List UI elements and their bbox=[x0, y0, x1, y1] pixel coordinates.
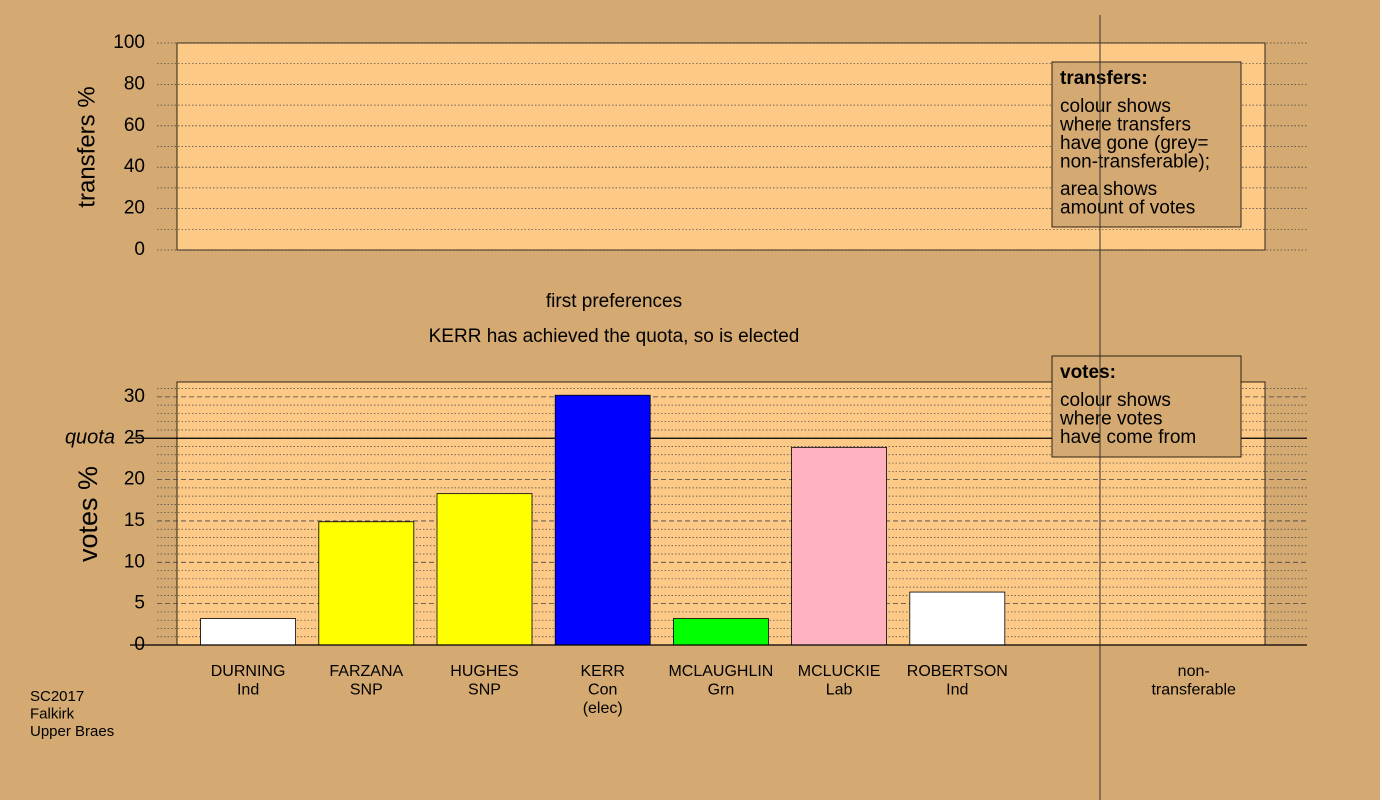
footer-text: Upper Braes bbox=[30, 723, 114, 740]
legend-text: where votes bbox=[1059, 409, 1162, 430]
x-tick-label: non- bbox=[1178, 663, 1210, 680]
footer-text: SC2017 bbox=[30, 688, 84, 705]
chart-title: first preferences bbox=[546, 291, 682, 312]
x-tick-label: MCLAUGHLIN bbox=[668, 663, 773, 680]
x-tick-label: HUGHES bbox=[450, 663, 518, 680]
bar bbox=[436, 493, 533, 646]
bar bbox=[791, 446, 887, 646]
y-tick-label: 100 bbox=[113, 32, 145, 53]
legend-title: votes: bbox=[1060, 362, 1116, 383]
y-tick-label: 0 bbox=[134, 239, 145, 260]
y-tick-label: 40 bbox=[124, 156, 145, 177]
y-tick-label: 60 bbox=[124, 115, 145, 136]
bar bbox=[200, 618, 297, 646]
bar bbox=[673, 618, 769, 646]
bar bbox=[318, 521, 415, 646]
legend-text: amount of votes bbox=[1060, 198, 1195, 219]
y-tick-label: 80 bbox=[124, 73, 145, 94]
legend-text: have gone (grey= bbox=[1060, 133, 1208, 154]
x-tick-label: Ind bbox=[237, 682, 259, 699]
x-tick-label: transferable bbox=[1151, 682, 1236, 699]
bar bbox=[909, 591, 1006, 646]
footer-text: Falkirk bbox=[30, 705, 75, 722]
x-tick-label: DURNING bbox=[211, 663, 286, 680]
quota-label: quota bbox=[65, 427, 115, 449]
y-tick-label: 15 bbox=[124, 510, 145, 531]
x-tick-label: Con bbox=[588, 682, 617, 699]
legend-text: where transfers bbox=[1059, 115, 1191, 136]
y-tick-label: 20 bbox=[124, 469, 145, 490]
x-tick-label: SNP bbox=[468, 682, 501, 699]
x-tick-label: FARZANA bbox=[329, 663, 403, 680]
legend-box bbox=[1051, 355, 1242, 458]
bar bbox=[554, 394, 651, 646]
legend-text: area shows bbox=[1060, 179, 1157, 200]
legend-text: non-transferable); bbox=[1060, 152, 1210, 173]
x-tick-label: KERR bbox=[580, 663, 624, 680]
legend-title: transfers: bbox=[1060, 68, 1148, 89]
x-tick-label: SNP bbox=[350, 682, 383, 699]
x-tick-label: Ind bbox=[946, 682, 968, 699]
legend-text: colour shows bbox=[1060, 96, 1171, 117]
y-tick-label: 5 bbox=[134, 593, 145, 614]
x-tick-label: (elec) bbox=[583, 700, 623, 717]
x-tick-label: ROBERTSON bbox=[907, 663, 1008, 680]
x-tick-label: Lab bbox=[826, 682, 853, 699]
y-tick-label: 10 bbox=[124, 551, 145, 572]
x-tick-label: MCLUCKIE bbox=[798, 663, 881, 680]
y-tick-label: 30 bbox=[124, 386, 145, 407]
y-tick-label: 20 bbox=[124, 198, 145, 219]
legend-box bbox=[1051, 61, 1242, 228]
y-axis-label: votes % bbox=[73, 466, 103, 562]
y-axis-label: transfers % bbox=[73, 86, 100, 207]
chart-subtitle: KERR has achieved the quota, so is elect… bbox=[429, 326, 800, 347]
x-tick-label: Grn bbox=[708, 682, 735, 699]
legend-text: have come from bbox=[1060, 427, 1196, 448]
legend-text: colour shows bbox=[1060, 390, 1171, 411]
